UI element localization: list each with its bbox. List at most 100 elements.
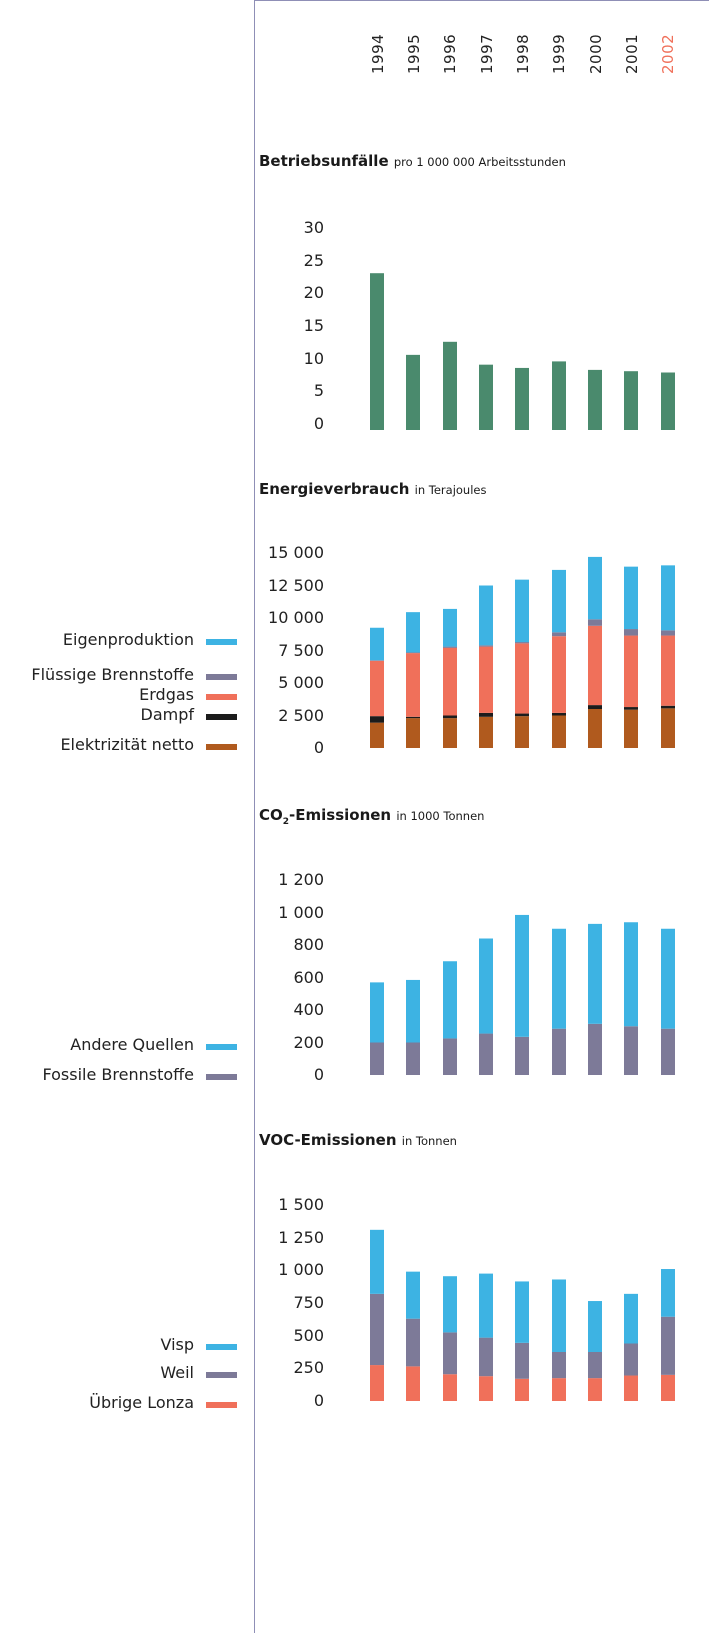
bar-fluessig-2002 bbox=[661, 1028, 675, 1075]
bar-eigenproduktion-1995 bbox=[406, 979, 420, 1043]
chart-title-accidents: Betriebsunfälle pro 1 000 000 Arbeitsstu… bbox=[259, 152, 566, 170]
bar-erdgas-2000 bbox=[588, 625, 602, 706]
bar-fluessig-1995 bbox=[406, 1318, 420, 1367]
bar-fluessig-1997 bbox=[479, 1337, 493, 1377]
bar-erdgas-2001 bbox=[624, 635, 638, 708]
bar-erdgas-1994 bbox=[370, 1365, 384, 1401]
bar-eigenproduktion-1999 bbox=[552, 569, 566, 633]
y-tick-label: 30 bbox=[303, 218, 324, 237]
bar-dampf-1999 bbox=[552, 712, 566, 716]
y-tick-label: 1 000 bbox=[278, 902, 324, 922]
y-tick-label: 500 bbox=[293, 1325, 324, 1345]
y-tick-label: 400 bbox=[293, 1000, 324, 1019]
legend-swatch bbox=[206, 744, 237, 750]
bar-fluessig-1998 bbox=[515, 642, 529, 644]
legend-label: Weil bbox=[160, 1363, 194, 1382]
bar-fluessig-1994 bbox=[370, 660, 384, 661]
bar-eigenproduktion-2001 bbox=[624, 566, 638, 630]
chart-title-main: CO2-Emissionen bbox=[259, 806, 392, 827]
bar-fluessig-2000 bbox=[588, 1023, 602, 1075]
bar-accident-2001 bbox=[624, 371, 638, 430]
bar-elektrizitaet-2000 bbox=[588, 709, 602, 748]
bar-fluessig-1996 bbox=[443, 1332, 457, 1375]
bar-eigenproduktion-1998 bbox=[515, 914, 529, 1037]
bar-eigenproduktion-1994 bbox=[370, 1229, 384, 1294]
bar-fluessig-1995 bbox=[406, 1042, 420, 1075]
y-tick-label: 20 bbox=[303, 283, 324, 303]
chart-title-main: Betriebsunfälle bbox=[259, 152, 389, 170]
legend-swatch bbox=[206, 1074, 237, 1080]
bar-fluessig-1996 bbox=[443, 1038, 457, 1075]
legend-swatch bbox=[206, 1044, 237, 1050]
chart-subtitle: in Terajoules bbox=[414, 483, 487, 497]
bar-eigenproduktion-2001 bbox=[624, 1293, 638, 1344]
bar-erdgas-1997 bbox=[479, 646, 493, 713]
bar-fluessig-1997 bbox=[479, 645, 493, 647]
bar-dampf-2002 bbox=[661, 705, 675, 709]
bar-fluessig-2001 bbox=[624, 629, 638, 636]
bar-accident-1997 bbox=[479, 364, 493, 430]
legend-swatch bbox=[206, 714, 237, 720]
bar-dampf-1995 bbox=[406, 716, 420, 719]
legend-label: Elektrizität netto bbox=[60, 735, 194, 754]
legend-label: Dampf bbox=[140, 705, 195, 724]
bar-erdgas-1994 bbox=[370, 660, 384, 717]
y-tick-label: 0 bbox=[313, 1391, 324, 1410]
chart-subtitle: in Tonnen bbox=[401, 1134, 457, 1148]
y-tick-label: 25 bbox=[303, 250, 324, 270]
bar-dampf-1998 bbox=[515, 713, 529, 717]
legend-swatch bbox=[206, 639, 237, 645]
bar-fluessig-1999 bbox=[552, 1028, 566, 1075]
chart-title-voc: VOC-Emissionen in Tonnen bbox=[259, 1131, 457, 1149]
y-tick-label: 5 000 bbox=[278, 673, 324, 692]
chart-subtitle: in 1000 Tonnen bbox=[396, 809, 485, 823]
bar-accident-2002 bbox=[661, 372, 675, 430]
legend-swatch bbox=[206, 694, 237, 700]
y-tick-label: 0 bbox=[313, 1065, 324, 1084]
bar-eigenproduktion-1999 bbox=[552, 928, 566, 1029]
bar-eigenproduktion-1997 bbox=[479, 585, 493, 646]
bar-erdgas-2000 bbox=[588, 1378, 602, 1401]
bar-dampf-2000 bbox=[588, 705, 602, 709]
bar-elektrizitaet-1994 bbox=[370, 722, 384, 748]
bar-eigenproduktion-1995 bbox=[406, 612, 420, 653]
bar-erdgas-1998 bbox=[515, 1378, 529, 1401]
bar-dampf-1996 bbox=[443, 715, 457, 719]
bar-dampf-1994 bbox=[370, 716, 384, 723]
bar-fluessig-2001 bbox=[624, 1026, 638, 1075]
bar-eigenproduktion-1994 bbox=[370, 982, 384, 1043]
y-tick-label: 12 500 bbox=[268, 575, 324, 595]
bar-erdgas-1999 bbox=[552, 636, 566, 713]
y-tick-label: 800 bbox=[293, 935, 324, 954]
bar-erdgas-2002 bbox=[661, 1374, 675, 1401]
bar-eigenproduktion-1996 bbox=[443, 1276, 457, 1333]
bar-eigenproduktion-2000 bbox=[588, 1301, 602, 1352]
bar-eigenproduktion-1996 bbox=[443, 608, 457, 647]
bar-fluessig-1998 bbox=[515, 1036, 529, 1075]
bar-erdgas-1999 bbox=[552, 1378, 566, 1401]
left-axis-rule bbox=[254, 0, 255, 1633]
bar-erdgas-1996 bbox=[443, 647, 457, 716]
chart-title-main: VOC-Emissionen bbox=[259, 1131, 397, 1149]
bar-fluessig-1999 bbox=[552, 1352, 566, 1379]
bar-fluessig-1996 bbox=[443, 646, 457, 648]
bar-erdgas-2001 bbox=[624, 1375, 638, 1401]
bar-erdgas-2002 bbox=[661, 635, 675, 706]
bar-eigenproduktion-2002 bbox=[661, 928, 675, 1029]
bar-eigenproduktion-1997 bbox=[479, 938, 493, 1034]
bar-elektrizitaet-2002 bbox=[661, 708, 675, 748]
bar-fluessig-1997 bbox=[479, 1033, 493, 1075]
bar-eigenproduktion-1998 bbox=[515, 1281, 529, 1343]
bar-elektrizitaet-1999 bbox=[552, 715, 566, 748]
bar-erdgas-1997 bbox=[479, 1376, 493, 1401]
bar-fluessig-2000 bbox=[588, 619, 602, 626]
legend-label: Andere Quellen bbox=[70, 1035, 194, 1054]
y-tick-label: 1 000 bbox=[278, 1260, 324, 1280]
bar-eigenproduktion-2002 bbox=[661, 1269, 675, 1317]
legend-label: Übrige Lonza bbox=[89, 1393, 194, 1412]
bar-accident-1999 bbox=[552, 361, 566, 430]
bar-eigenproduktion-2002 bbox=[661, 565, 675, 631]
chart-subtitle: pro 1 000 000 Arbeitsstunden bbox=[393, 155, 566, 169]
bar-eigenproduktion-1998 bbox=[515, 579, 529, 643]
